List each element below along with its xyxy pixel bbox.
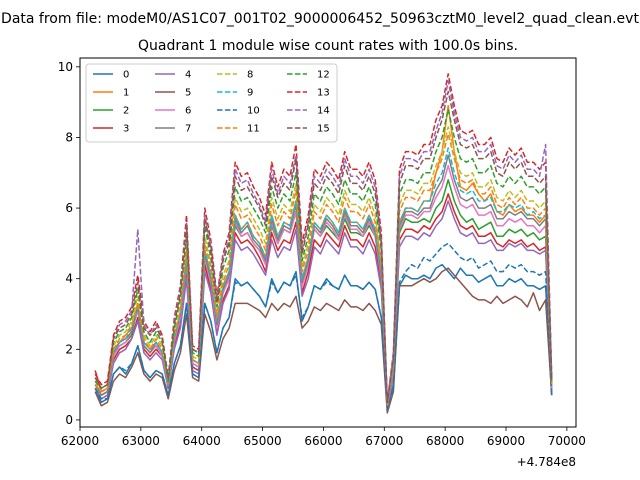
- series-line-14: [94, 80, 553, 404]
- series-line-4: [94, 200, 553, 411]
- legend-label: 8: [247, 70, 253, 81]
- legend-label: 1: [123, 88, 129, 99]
- series-line-10: [94, 242, 553, 411]
- legend-label: 12: [317, 70, 330, 81]
- x-tick-label: 67000: [365, 434, 403, 448]
- y-tick-label: 8: [65, 130, 73, 144]
- y-tick-label: 6: [65, 201, 73, 215]
- x-tick-label: 70000: [548, 434, 586, 448]
- figure-suptitle: Data from file: modeM0/AS1C07_001T02_900…: [1, 11, 639, 27]
- legend-label: 6: [185, 106, 191, 117]
- legend-label: 9: [247, 88, 253, 99]
- legend-label: 10: [247, 106, 260, 117]
- x-tick-label: 69000: [487, 434, 525, 448]
- legend-label: 7: [185, 124, 191, 135]
- series-line-5: [94, 267, 553, 414]
- axes-frame: [79, 57, 577, 428]
- chart-title: Quadrant 1 module wise count rates with …: [138, 38, 518, 54]
- series-line-13: [94, 73, 553, 404]
- series-line-9: [94, 147, 553, 407]
- legend-label: 11: [247, 124, 260, 135]
- legend-label: 5: [185, 88, 191, 99]
- legend-label: 0: [123, 70, 129, 81]
- y-tick-label: 2: [65, 342, 73, 356]
- x-tick-label: 63000: [122, 434, 160, 448]
- x-axis-offset-label: +4.784e8: [517, 455, 576, 469]
- x-tick-label: 68000: [426, 434, 464, 448]
- x-tick-label: 62000: [61, 434, 99, 448]
- x-tick-label: 64000: [183, 434, 221, 448]
- legend-label: 3: [123, 124, 129, 135]
- legend-frame: [85, 63, 338, 143]
- x-axis: 62000 63000 64000 65000 66000 67000 68000 69000…: [61, 427, 586, 448]
- y-tick-label: 0: [65, 413, 73, 427]
- legend-label: 15: [317, 124, 330, 135]
- legend-label: 4: [185, 70, 191, 81]
- legend-label: 14: [317, 106, 330, 117]
- plot-series: [94, 73, 553, 414]
- series-line-0: [94, 263, 553, 411]
- x-tick-label: 66000: [304, 434, 342, 448]
- legend-label: 13: [317, 88, 330, 99]
- y-axis: 0 2 4 6 8 10: [58, 60, 80, 427]
- y-tick-label: 4: [65, 272, 73, 286]
- series-line-11: [94, 133, 553, 407]
- series-line-15: [94, 90, 553, 404]
- x-tick-label: 65000: [243, 434, 281, 448]
- y-tick-label: 10: [58, 60, 73, 74]
- series-line-2: [94, 179, 553, 407]
- legend-label: 2: [123, 106, 129, 117]
